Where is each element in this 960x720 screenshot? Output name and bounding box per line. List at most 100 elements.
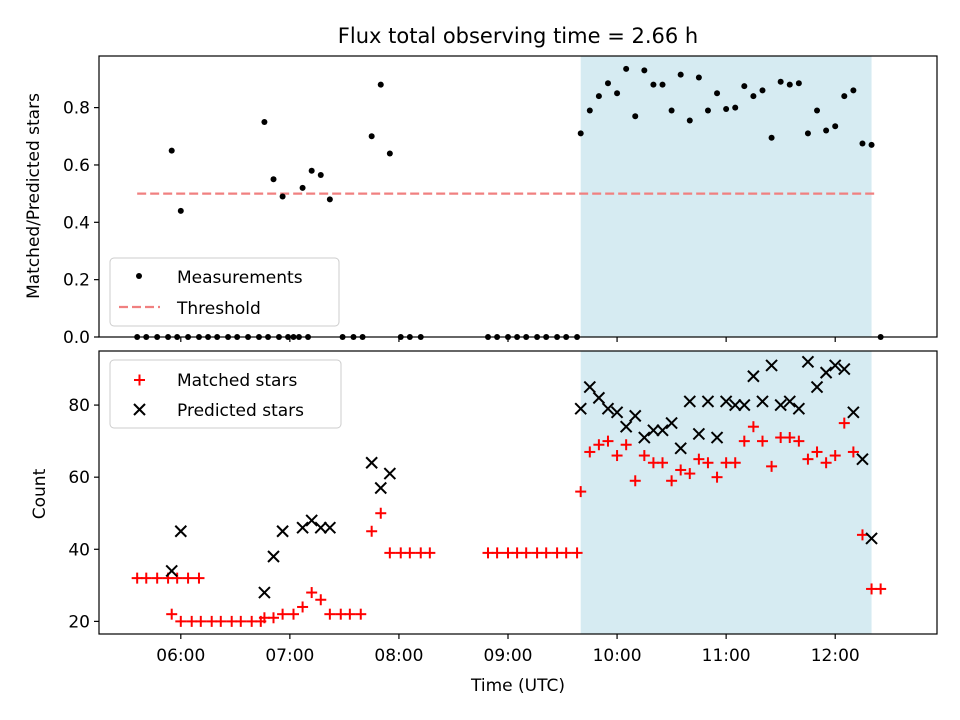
matched-star-point bbox=[315, 594, 327, 606]
predicted-star-point bbox=[305, 514, 318, 527]
measurement-point bbox=[659, 81, 666, 88]
bottom-y-tick-label: 60 bbox=[68, 468, 90, 488]
measurement-point bbox=[868, 141, 875, 148]
matched-star-point bbox=[584, 446, 596, 458]
predicted-star-point bbox=[810, 380, 824, 394]
x-tick-label: 12:00 bbox=[811, 646, 860, 666]
measurement-point bbox=[795, 80, 802, 87]
matched-star-point bbox=[491, 547, 503, 559]
bottom-legend: Matched stars Predicted stars bbox=[109, 359, 342, 429]
predicted-legend-marker bbox=[133, 403, 146, 416]
matched-star-point bbox=[575, 486, 587, 498]
predicted-star-point bbox=[665, 416, 678, 430]
measurement-point bbox=[804, 130, 811, 137]
predicted-star-point bbox=[719, 395, 733, 408]
predicted-stars-points bbox=[165, 355, 878, 599]
predicted-star-point bbox=[819, 366, 833, 379]
predicted-star-point bbox=[276, 525, 289, 538]
matched-stars-points bbox=[131, 417, 887, 627]
bottom-highlight-span bbox=[580, 351, 872, 634]
matched-star-point bbox=[182, 572, 194, 584]
measurement-point bbox=[668, 107, 675, 114]
predicted-star-point bbox=[683, 395, 696, 408]
measurement-point bbox=[650, 81, 657, 88]
matched-star-point bbox=[829, 450, 841, 462]
matched-star-point bbox=[638, 450, 650, 462]
matched-star-point bbox=[675, 464, 687, 476]
matched-star-point bbox=[684, 468, 696, 480]
measurement-point bbox=[377, 81, 384, 88]
matched-star-point bbox=[384, 547, 396, 559]
measurement-point bbox=[832, 123, 839, 130]
predicted-star-point bbox=[838, 362, 851, 376]
predicted-star-point bbox=[710, 431, 724, 444]
measurement-point bbox=[695, 74, 702, 81]
predicted-star-point bbox=[747, 370, 760, 383]
top-axes-frame bbox=[98, 55, 938, 338]
top-y-tick-label: 0.0 bbox=[63, 328, 90, 348]
matched-star-point bbox=[268, 612, 280, 624]
matched-star-point bbox=[171, 572, 183, 584]
predicted-star-point bbox=[365, 456, 378, 469]
predicted-star-point bbox=[374, 481, 387, 495]
matched-star-point bbox=[756, 435, 768, 447]
matched-star-point bbox=[355, 608, 367, 620]
predicted-star-point bbox=[847, 406, 860, 419]
predicted-star-point bbox=[792, 402, 806, 415]
matched-star-point bbox=[666, 475, 678, 487]
predicted-star-point bbox=[314, 521, 327, 534]
matched-star-point bbox=[875, 583, 887, 595]
matched-star-point bbox=[811, 446, 823, 458]
x-tick-label: 09:00 bbox=[484, 646, 533, 666]
matched-star-point bbox=[151, 572, 163, 584]
measurement-point bbox=[723, 106, 730, 113]
matched-star-point bbox=[277, 608, 289, 620]
measurement-point bbox=[686, 117, 693, 124]
top-y-axis-label: Matched/Predicted stars bbox=[24, 93, 44, 299]
predicted-star-point bbox=[738, 398, 751, 412]
measurement-point bbox=[595, 93, 602, 100]
bottom-x-ticks: 06:00 07:00 08:00 09:00 10:00 11:00 12:00 bbox=[156, 634, 860, 666]
measurement-point bbox=[279, 193, 286, 200]
chart-title: Flux total observing time = 2.66 h bbox=[338, 24, 698, 48]
matched-star-point bbox=[235, 615, 247, 627]
predicted-star-point bbox=[674, 442, 687, 455]
top-panel: Flux total observing time = 2.66 h 0.0 0.… bbox=[24, 24, 938, 348]
bottom-legend-box bbox=[109, 359, 342, 429]
matched-star-point bbox=[540, 547, 552, 559]
matched-star-point bbox=[847, 446, 859, 458]
measurement-point bbox=[859, 140, 866, 147]
predicted-star-point bbox=[165, 564, 178, 578]
predicted-star-point bbox=[267, 550, 280, 563]
measurement-point bbox=[786, 81, 793, 88]
top-y-tick-label: 0.2 bbox=[63, 271, 90, 291]
measurement-point bbox=[623, 65, 630, 72]
predicted-star-point bbox=[801, 355, 815, 369]
measurement-point bbox=[326, 196, 333, 203]
measurement-point bbox=[641, 67, 648, 74]
predicted-star-point bbox=[629, 409, 642, 423]
measurements-legend-label: Measurements bbox=[177, 268, 303, 288]
predicted-star-point bbox=[323, 521, 337, 534]
predicted-star-point bbox=[574, 402, 587, 415]
predicted-star-point bbox=[701, 395, 715, 408]
matched-star-point bbox=[620, 439, 632, 451]
x-tick-label: 06:00 bbox=[156, 646, 205, 666]
measurement-point bbox=[704, 107, 711, 114]
matched-star-point bbox=[520, 547, 532, 559]
x-axis-label: Time (UTC) bbox=[470, 676, 565, 696]
measurement-point bbox=[777, 78, 784, 85]
bottom-y-tick-label: 80 bbox=[68, 396, 90, 416]
bottom-y-tick-label: 20 bbox=[68, 612, 90, 632]
measurement-point bbox=[814, 107, 821, 114]
matched-star-point bbox=[324, 608, 336, 620]
measurement-point bbox=[177, 207, 184, 214]
predicted-star-point bbox=[692, 427, 706, 441]
measurement-point bbox=[741, 83, 748, 90]
x-tick-label: 10:00 bbox=[593, 646, 642, 666]
top-y-tick-label: 0.4 bbox=[63, 213, 90, 233]
matched-star-point bbox=[766, 460, 778, 472]
matched-star-point bbox=[602, 435, 614, 447]
matched-star-point bbox=[702, 457, 714, 469]
